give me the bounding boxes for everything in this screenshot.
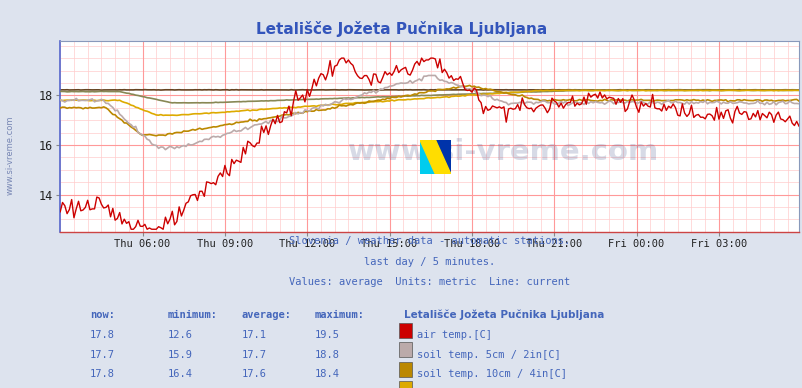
Text: Slovenia / weather data - automatic stations.: Slovenia / weather data - automatic stat… (289, 236, 569, 246)
FancyBboxPatch shape (398, 381, 411, 388)
Text: Letališče Jožeta Pučnika Ljubljana: Letališče Jožeta Pučnika Ljubljana (403, 310, 603, 320)
Text: air temp.[C]: air temp.[C] (416, 330, 492, 340)
FancyBboxPatch shape (398, 362, 411, 377)
Text: soil temp. 10cm / 4in[C]: soil temp. 10cm / 4in[C] (416, 369, 566, 379)
Text: soil temp. 5cm / 2in[C]: soil temp. 5cm / 2in[C] (416, 350, 560, 360)
Text: last day / 5 minutes.: last day / 5 minutes. (363, 257, 495, 267)
Text: www.si-vreme.com: www.si-vreme.com (6, 116, 15, 195)
Text: 17.7: 17.7 (241, 350, 266, 360)
Text: 18.4: 18.4 (314, 369, 340, 379)
Text: 17.7: 17.7 (90, 350, 115, 360)
FancyBboxPatch shape (398, 323, 411, 338)
Text: 17.8: 17.8 (90, 330, 115, 340)
Text: 17.6: 17.6 (241, 369, 266, 379)
Text: 15.9: 15.9 (167, 350, 192, 360)
Text: Letališče Jožeta Pučnika Ljubljana: Letališče Jožeta Pučnika Ljubljana (256, 21, 546, 37)
Text: average:: average: (241, 310, 291, 320)
Text: 17.8: 17.8 (90, 369, 115, 379)
Text: www.si-vreme.com: www.si-vreme.com (347, 137, 658, 166)
Text: 17.1: 17.1 (241, 330, 266, 340)
Text: 19.5: 19.5 (314, 330, 340, 340)
Text: minimum:: minimum: (167, 310, 217, 320)
Text: now:: now: (90, 310, 115, 320)
Text: Values: average  Units: metric  Line: current: Values: average Units: metric Line: curr… (289, 277, 569, 287)
Text: 16.4: 16.4 (167, 369, 192, 379)
Text: 18.8: 18.8 (314, 350, 340, 360)
FancyBboxPatch shape (398, 342, 411, 357)
Text: 12.6: 12.6 (167, 330, 192, 340)
Text: maximum:: maximum: (314, 310, 365, 320)
